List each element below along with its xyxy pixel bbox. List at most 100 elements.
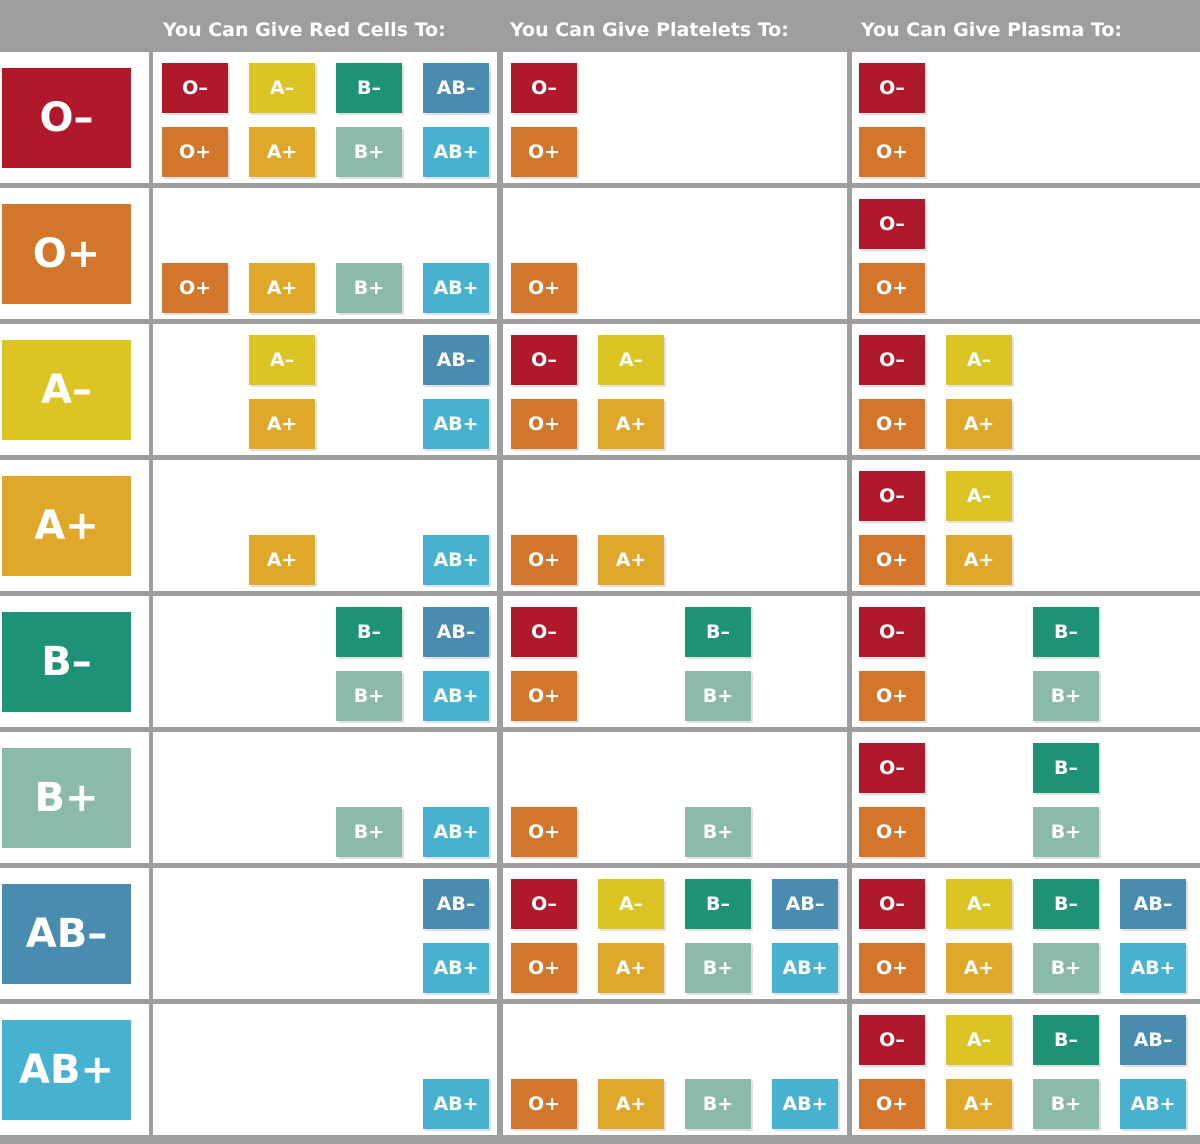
recipient-o-pos-box: O+ xyxy=(511,943,577,993)
recipient-ab-pos-box: AB+ xyxy=(772,1079,838,1129)
recipient-a-pos-box: A+ xyxy=(946,1079,1012,1129)
recipient-o-pos-box: O+ xyxy=(511,399,577,449)
recipient-o-pos-box: O+ xyxy=(162,263,228,313)
recipient-ab-pos-box: AB+ xyxy=(423,671,489,721)
recipient-a-neg-box: A– xyxy=(946,879,1012,929)
recipient-o-pos-box: O+ xyxy=(162,127,228,177)
recipient-a-pos-box: A+ xyxy=(249,535,315,585)
recipient-a-pos-box: A+ xyxy=(946,535,1012,585)
recipient-b-pos-box: B+ xyxy=(685,671,751,721)
donor-ab-neg-label: AB– xyxy=(2,884,131,984)
recipient-o-pos-box: O+ xyxy=(511,263,577,313)
recipient-a-neg-box: A– xyxy=(249,63,315,113)
plasma-header: You Can Give Plasma To: xyxy=(861,19,1122,41)
donor-a-pos-label: A+ xyxy=(2,476,131,576)
recipient-ab-neg-box: AB– xyxy=(423,335,489,385)
recipient-ab-neg-box: AB– xyxy=(1120,1015,1186,1065)
recipient-a-neg-box: A– xyxy=(946,471,1012,521)
recipient-ab-pos-box: AB+ xyxy=(772,943,838,993)
recipient-ab-neg-box: AB– xyxy=(423,607,489,657)
recipient-o-pos-box: O+ xyxy=(859,127,925,177)
recipient-a-pos-box: A+ xyxy=(249,127,315,177)
recipient-o-pos-box: O+ xyxy=(859,943,925,993)
recipient-b-pos-box: B+ xyxy=(685,1079,751,1129)
recipient-a-pos-box: A+ xyxy=(598,399,664,449)
recipient-ab-pos-box: AB+ xyxy=(423,127,489,177)
recipient-ab-pos-box: AB+ xyxy=(423,807,489,857)
recipient-a-pos-box: A+ xyxy=(598,535,664,585)
recipient-o-neg-box: O– xyxy=(859,607,925,657)
recipient-b-pos-box: B+ xyxy=(685,943,751,993)
recipient-o-neg-box: O– xyxy=(511,63,577,113)
recipient-o-pos-box: O+ xyxy=(511,671,577,721)
recipient-ab-pos-box: AB+ xyxy=(423,1079,489,1129)
recipient-a-pos-box: A+ xyxy=(598,1079,664,1129)
recipient-b-pos-box: B+ xyxy=(1033,807,1099,857)
recipient-b-neg-box: B– xyxy=(685,607,751,657)
recipient-o-pos-box: O+ xyxy=(859,535,925,585)
recipient-b-neg-box: B– xyxy=(1033,879,1099,929)
recipient-o-neg-box: O– xyxy=(511,335,577,385)
recipient-ab-pos-box: AB+ xyxy=(423,535,489,585)
recipient-a-pos-box: A+ xyxy=(946,943,1012,993)
recipient-b-neg-box: B– xyxy=(1033,1015,1099,1065)
recipient-b-pos-box: B+ xyxy=(336,127,402,177)
recipient-o-neg-box: O– xyxy=(162,63,228,113)
recipient-a-neg-box: A– xyxy=(249,335,315,385)
recipient-ab-pos-box: AB+ xyxy=(423,399,489,449)
recipient-ab-pos-box: AB+ xyxy=(423,943,489,993)
recipient-b-pos-box: B+ xyxy=(1033,943,1099,993)
recipient-o-pos-box: O+ xyxy=(859,263,925,313)
recipient-a-pos-box: A+ xyxy=(598,943,664,993)
donor-b-neg-label: B– xyxy=(2,612,131,712)
recipient-o-pos-box: O+ xyxy=(859,399,925,449)
recipient-b-neg-box: B– xyxy=(685,879,751,929)
recipient-b-pos-box: B+ xyxy=(336,671,402,721)
recipient-ab-pos-box: AB+ xyxy=(1120,1079,1186,1129)
recipient-o-neg-box: O– xyxy=(511,607,577,657)
recipient-b-pos-box: B+ xyxy=(685,807,751,857)
recipient-o-neg-box: O– xyxy=(859,879,925,929)
recipient-o-neg-box: O– xyxy=(859,63,925,113)
recipient-a-pos-box: A+ xyxy=(249,263,315,313)
recipient-b-pos-box: B+ xyxy=(336,263,402,313)
recipient-o-pos-box: O+ xyxy=(511,807,577,857)
recipient-b-pos-box: B+ xyxy=(1033,1079,1099,1129)
table-header: You Can Give Red Cells To: You Can Give … xyxy=(0,0,1200,50)
donor-o-neg-label: O– xyxy=(2,68,131,168)
recipient-o-pos-box: O+ xyxy=(511,127,577,177)
recipient-b-neg-box: B– xyxy=(1033,743,1099,793)
recipient-a-pos-box: A+ xyxy=(249,399,315,449)
recipient-b-neg-box: B– xyxy=(1033,607,1099,657)
recipient-a-neg-box: A– xyxy=(946,1015,1012,1065)
donor-b-pos-label: B+ xyxy=(2,748,131,848)
recipient-ab-neg-box: AB– xyxy=(772,879,838,929)
recipient-o-neg-box: O– xyxy=(859,743,925,793)
recipient-ab-neg-box: AB– xyxy=(423,879,489,929)
recipient-o-pos-box: O+ xyxy=(859,807,925,857)
recipient-ab-pos-box: AB+ xyxy=(1120,943,1186,993)
recipient-o-neg-box: O– xyxy=(511,879,577,929)
recipient-a-neg-box: A– xyxy=(598,335,664,385)
recipient-b-neg-box: B– xyxy=(336,63,402,113)
recipient-b-pos-box: B+ xyxy=(336,807,402,857)
recipient-a-neg-box: A– xyxy=(598,879,664,929)
recipient-o-pos-box: O+ xyxy=(511,1079,577,1129)
recipient-ab-neg-box: AB– xyxy=(1120,879,1186,929)
recipient-o-pos-box: O+ xyxy=(511,535,577,585)
recipient-o-pos-box: O+ xyxy=(859,1079,925,1129)
recipient-a-neg-box: A– xyxy=(946,335,1012,385)
red-cells-header: You Can Give Red Cells To: xyxy=(163,19,446,41)
donor-o-pos-label: O+ xyxy=(2,204,131,304)
recipient-a-pos-box: A+ xyxy=(946,399,1012,449)
recipient-o-neg-box: O– xyxy=(859,1015,925,1065)
recipient-o-neg-box: O– xyxy=(859,199,925,249)
platelets-header: You Can Give Platelets To: xyxy=(510,19,789,41)
recipient-o-neg-box: O– xyxy=(859,335,925,385)
recipient-ab-neg-box: AB– xyxy=(423,63,489,113)
recipient-o-pos-box: O+ xyxy=(859,671,925,721)
recipient-b-neg-box: B– xyxy=(336,607,402,657)
donor-ab-pos-label: AB+ xyxy=(2,1020,131,1120)
recipient-b-pos-box: B+ xyxy=(1033,671,1099,721)
recipient-ab-pos-box: AB+ xyxy=(423,263,489,313)
